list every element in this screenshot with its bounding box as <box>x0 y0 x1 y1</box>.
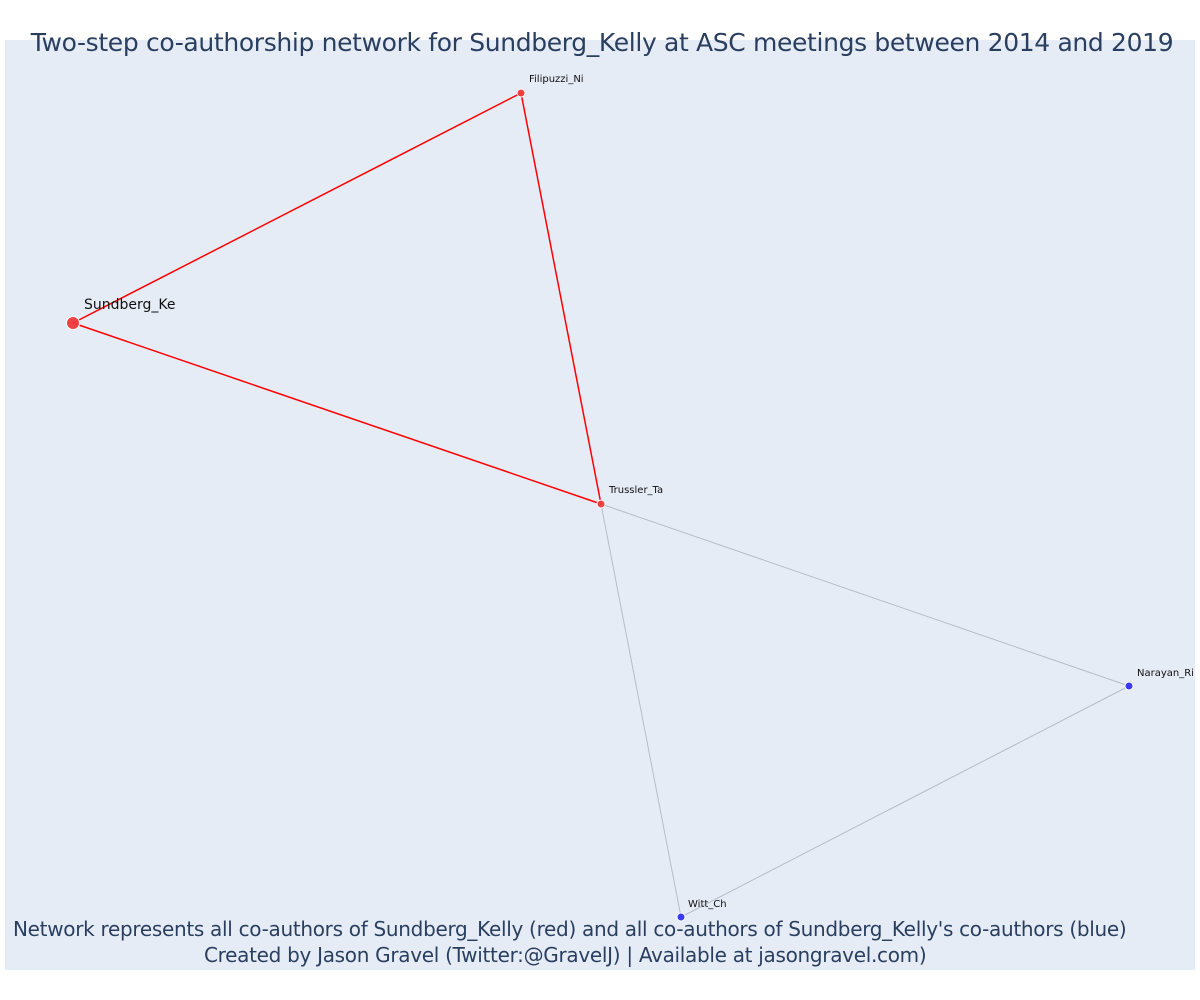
node-layer <box>66 88 1134 922</box>
edge-narayan_ri-witt_ch <box>680 685 1130 918</box>
node-label-filipuzzi-ni: Filipuzzi_Ni <box>529 74 584 85</box>
node-witt-ch[interactable] <box>676 912 686 922</box>
node-filipuzzi-ni[interactable] <box>516 88 526 98</box>
node-label-trussler-ta: Trussler_Ta <box>608 485 663 496</box>
caption-credit: Created by Jason Gravel (Twitter:@Gravel… <box>204 943 927 967</box>
edge-trussler_ta-narayan_ri <box>600 503 1130 687</box>
node-label-narayan-ri: Narayan_Ri <box>1137 668 1194 679</box>
node-label-sundberg-ke: Sundberg_Ke <box>84 297 176 313</box>
node-label-witt-ch: Witt_Ch <box>688 899 727 910</box>
node-trussler-ta[interactable] <box>596 499 606 509</box>
edge-layer <box>72 92 1130 918</box>
node-sundberg-ke[interactable] <box>66 316 80 330</box>
node-narayan-ri[interactable] <box>1124 681 1134 691</box>
chart-title: Two-step co-authorship network for Sundb… <box>30 28 1174 57</box>
edge-filipuzzi_ni-trussler_ta <box>520 92 602 505</box>
edge-sundberg_ke-filipuzzi_ni <box>72 92 522 324</box>
caption-network-description: Network represents all co-authors of Sun… <box>13 917 1127 941</box>
label-layer: Sundberg_Ke Filipuzzi_Ni Trussler_Ta Naraya… <box>84 74 1194 910</box>
edge-sundberg_ke-trussler_ta <box>72 322 602 505</box>
edge-trussler_ta-witt_ch <box>600 503 682 918</box>
